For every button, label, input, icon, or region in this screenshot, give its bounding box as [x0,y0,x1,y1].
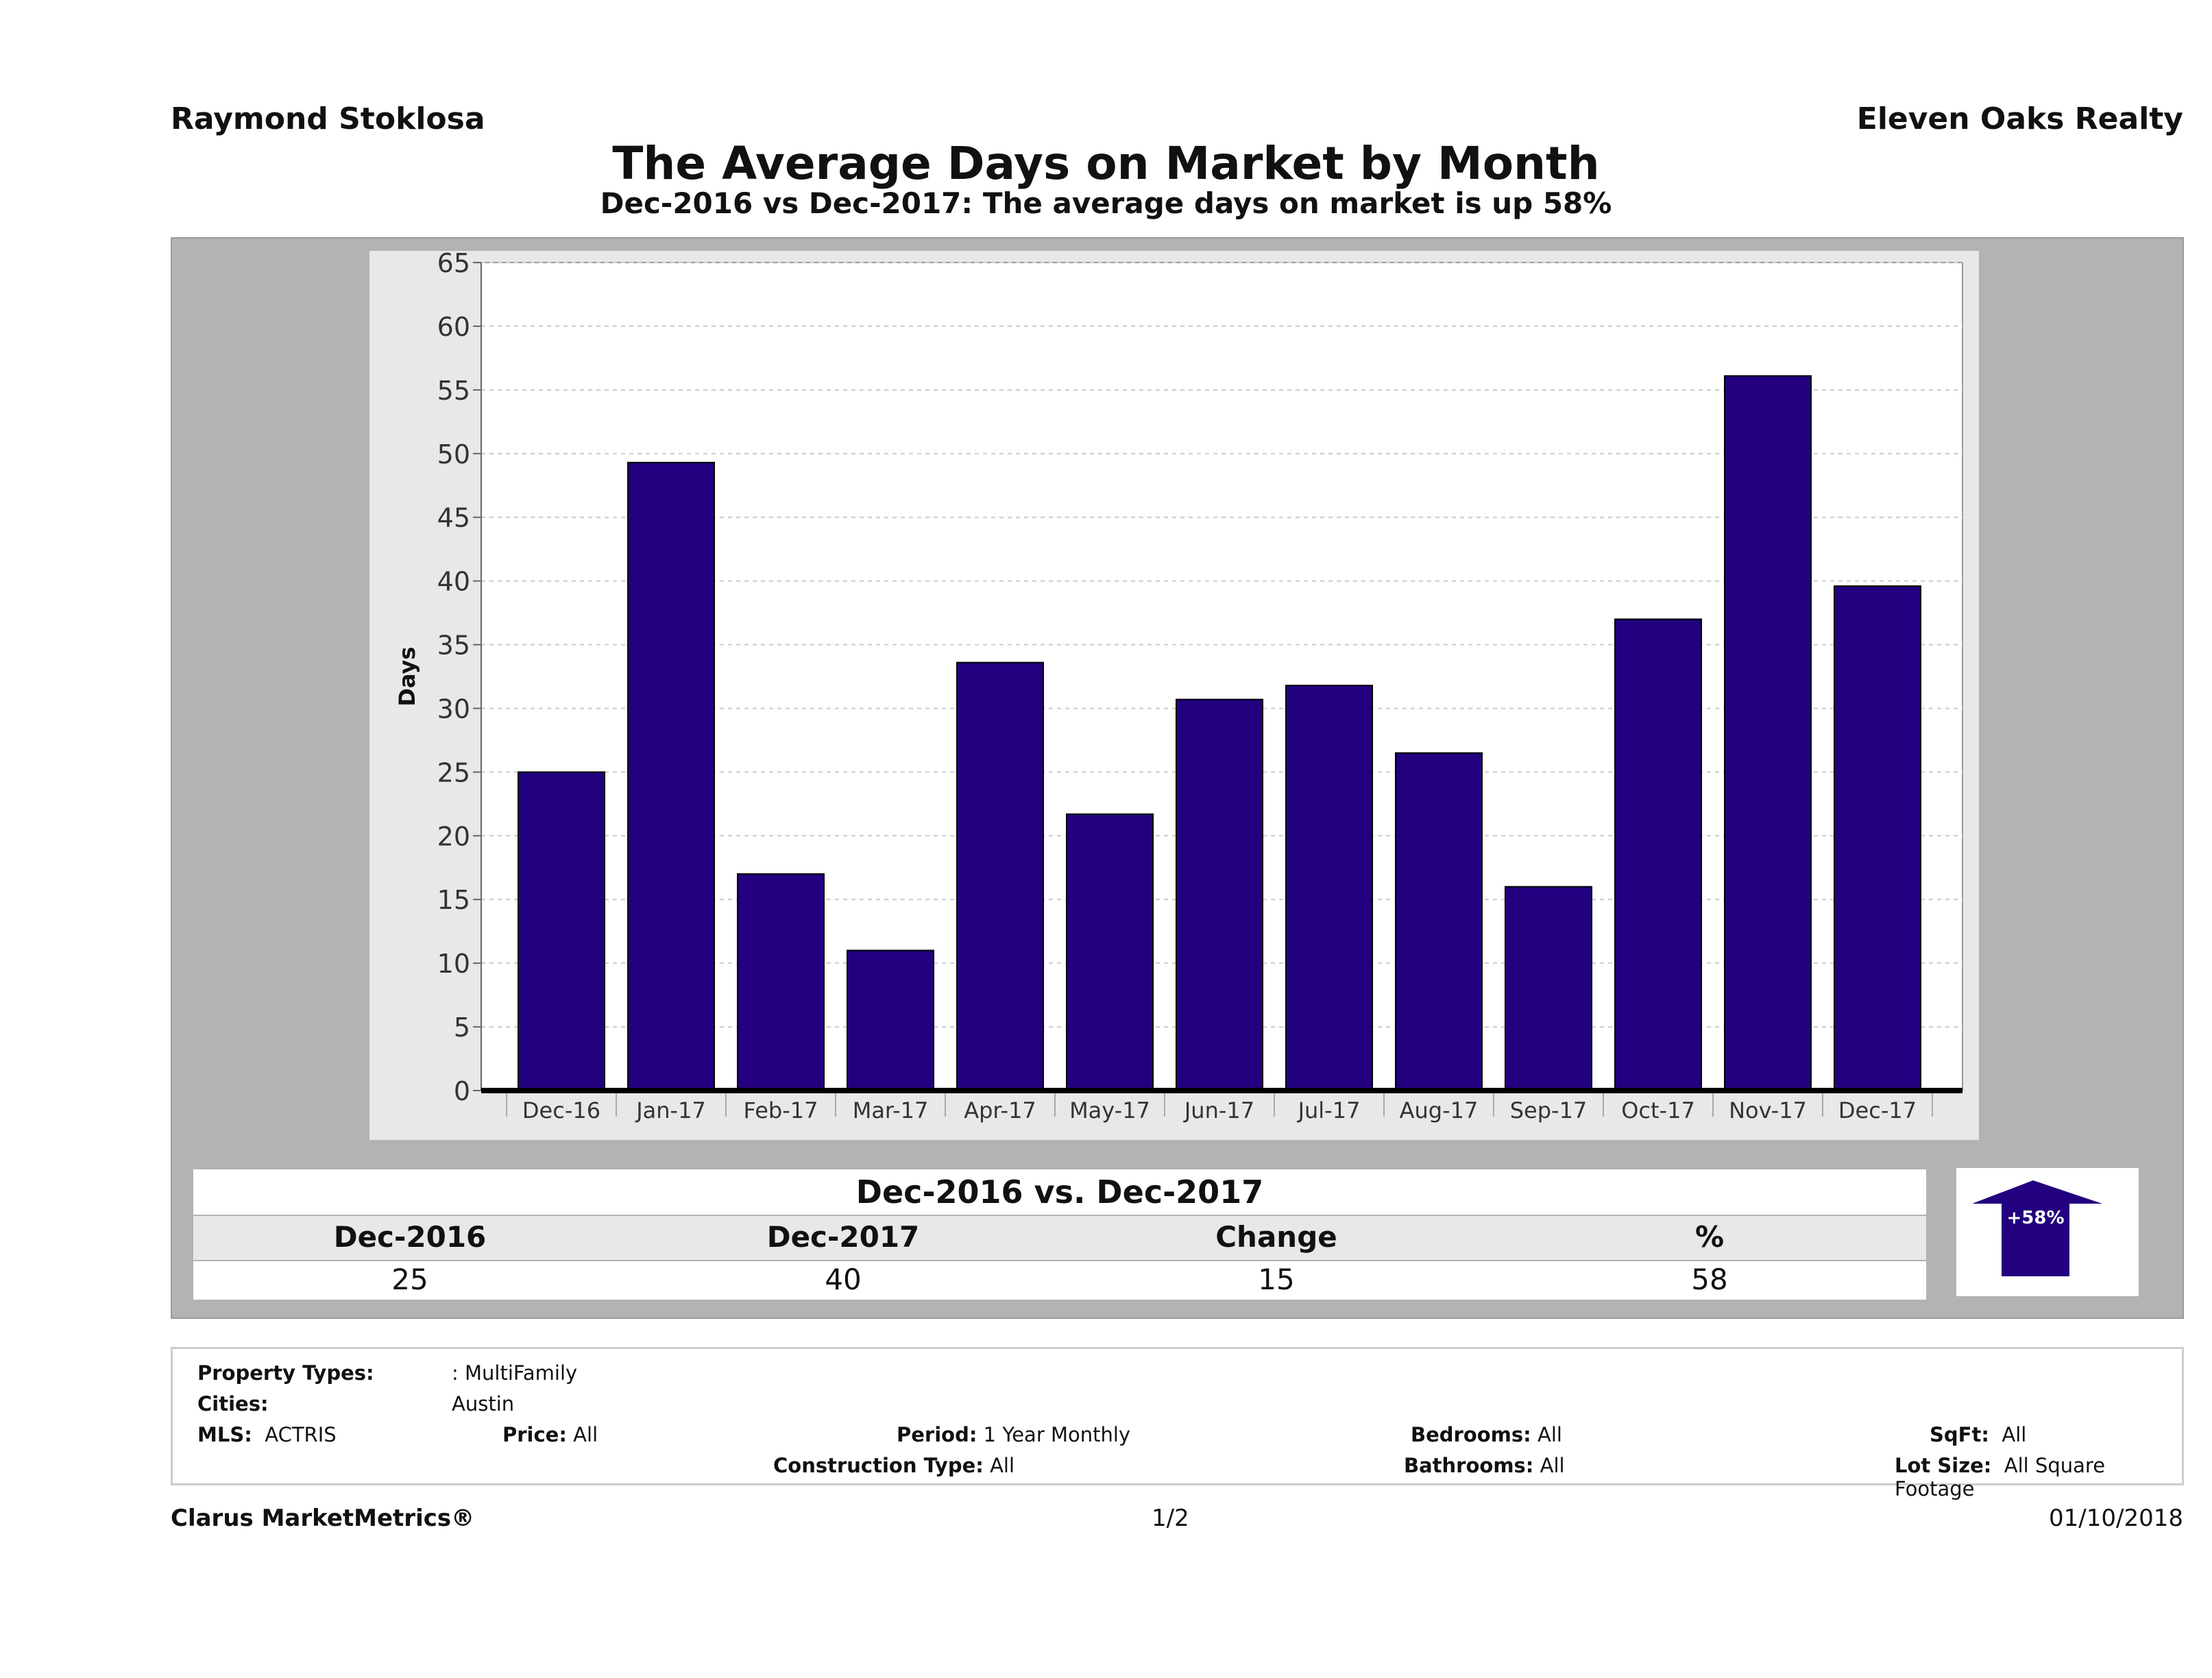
badge-text: +58% [2006,1208,2065,1228]
footer-brand: Clarus MarketMetrics® [171,1505,475,1532]
arrow-up-icon [1972,1180,2102,1276]
y-axis-label: Days [394,646,420,706]
bathrooms-label: Bathrooms: [1404,1454,1534,1477]
chart-subtitle: Dec-2016 vs Dec-2017: The average days o… [600,186,1612,220]
x-tick-label: Dec-17 [1838,1097,1917,1123]
x-tick-label: Oct-17 [1621,1097,1695,1123]
x-tick-label: Dec-16 [522,1097,600,1123]
construction-value: All [990,1454,1015,1477]
price-value: All [573,1423,598,1446]
summary-value-change: 15 [1258,1263,1295,1296]
y-tick-label: 10 [437,949,470,979]
summary-value-end: 40 [825,1263,862,1296]
bar-Aug-17 [1395,752,1483,1091]
sqft-value: All [2002,1423,2027,1446]
summary-header-start: Dec-2016 [333,1220,487,1254]
y-tick-label: 60 [437,312,470,342]
property-types-label: Property Types: [197,1361,374,1385]
x-tick-label: Jun-17 [1183,1097,1254,1123]
bedrooms-label: Bedrooms: [1411,1423,1531,1446]
y-tick-label: 25 [437,757,470,788]
x-tick-label: May-17 [1069,1097,1150,1123]
y-tick-label: 0 [454,1076,470,1106]
brokerage-name: Eleven Oaks Realty [1856,101,2183,136]
y-tick-label: 15 [437,885,470,915]
x-tick-label: Nov-17 [1729,1097,1807,1123]
period-value: 1 Year Monthly [983,1423,1131,1446]
bar-May-17 [1066,813,1154,1092]
bar-Jul-17 [1285,685,1373,1091]
bar-Jan-17 [627,461,715,1091]
summary-header-end: Dec-2017 [766,1220,920,1254]
y-tick-label: 55 [437,376,470,406]
bar-Mar-17 [847,949,934,1091]
y-tick-label: 45 [437,503,470,533]
x-tick-label: Jul-17 [1297,1097,1361,1123]
y-tick-label: 40 [437,567,470,597]
y-tick-label: 30 [437,694,470,724]
period-label: Period: [897,1423,977,1446]
x-tick-label: Feb-17 [744,1097,818,1123]
bar-Dec-16 [518,771,605,1092]
summary-value-percent: 58 [1691,1263,1728,1296]
x-tick-label: Mar-17 [853,1097,929,1123]
bar-chart: 0 5 10 15 20 25 30 35 40 45 50 55 60 65 Days Dec-16 Jan-… [394,248,1963,1123]
lot-size-label: Lot Size: [1895,1454,1992,1477]
x-tick-label: Jan-17 [635,1097,706,1123]
construction-label: Construction Type: [773,1454,984,1477]
report-date: 01/10/2018 [2049,1505,2183,1532]
cities-value: Austin [452,1392,515,1415]
price-label: Price: [502,1423,567,1446]
summary-header-percent: % [1694,1220,1725,1254]
bar-Feb-17 [737,873,825,1091]
criteria-box: Property Types: : MultiFamily Cities: Au… [171,1347,2184,1500]
bar-Nov-17 [1724,375,1812,1091]
summary-header-change: Change [1215,1220,1337,1254]
lot-size-value: All Square Footage [1895,1454,2106,1500]
chart-title: The Average Days on Market by Month [612,137,1600,190]
mls-label: MLS: [197,1423,252,1446]
y-tick-label: 65 [437,248,470,278]
cities-label: Cities: [197,1392,269,1415]
bar-Sep-17 [1505,886,1592,1091]
y-tick-label: 50 [437,439,470,470]
x-tick-label: Sep-17 [1510,1097,1588,1123]
agent-name: Raymond Stoklosa [171,101,485,136]
summary-value-start: 25 [391,1263,428,1296]
page-number: 1/2 [1152,1505,1189,1532]
summary-title: Dec-2016 vs. Dec-2017 [193,1169,1926,1215]
property-types-value: : MultiFamily [452,1361,578,1385]
sqft-label: SqFt: [1930,1423,1989,1446]
bathrooms-value: All [1540,1454,1565,1477]
bar-Apr-17 [956,661,1044,1091]
bedrooms-value: All [1537,1423,1562,1446]
y-tick-label: 5 [454,1012,470,1043]
x-tick-label: Aug-17 [1400,1097,1479,1123]
change-badge: +58% [1956,1168,2139,1296]
y-tick-label: 20 [437,821,470,851]
bar-Jun-17 [1176,698,1263,1091]
y-tick-label: 35 [437,631,470,661]
x-tick-label: Apr-17 [964,1097,1036,1123]
bar-Dec-17 [1834,585,1921,1091]
bar-Oct-17 [1614,618,1702,1091]
mls-value: ACTRIS [265,1423,337,1446]
